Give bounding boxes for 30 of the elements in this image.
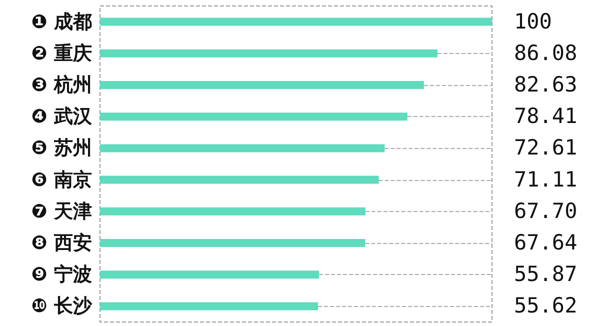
data-label: 86.08 <box>514 40 578 65</box>
bar <box>100 18 492 26</box>
bar <box>100 81 424 89</box>
y-tick-label: ❷ 重庆 <box>31 42 92 64</box>
data-label: 67.70 <box>514 198 578 223</box>
y-tick-label: ❺ 苏州 <box>31 137 92 160</box>
y-tick-label: ❸ 杭州 <box>31 74 92 96</box>
bar <box>100 302 318 310</box>
y-tick-label: ❿ 长沙 <box>31 295 93 318</box>
y-tick-label: ❼ 天津 <box>31 200 92 222</box>
bar <box>100 239 366 247</box>
data-label: 78.41 <box>514 104 578 128</box>
data-label: 67.64 <box>514 230 578 254</box>
bar <box>100 144 385 152</box>
y-tick-label: ❻ 南京 <box>31 168 92 191</box>
bar <box>100 49 438 58</box>
data-label: 55.87 <box>514 262 578 286</box>
data-label: 100 <box>514 9 552 34</box>
bar <box>100 270 320 279</box>
data-label: 71.11 <box>514 167 578 192</box>
data-label: 82.63 <box>514 72 578 96</box>
y-tick-label: ❾ 宁波 <box>31 264 92 286</box>
data-label: 72.61 <box>514 136 578 160</box>
y-tick-label: ❽ 西安 <box>31 232 92 254</box>
bar <box>100 176 379 184</box>
data-label: 55.62 <box>514 294 578 318</box>
y-tick-label: ❹ 武汉 <box>31 106 93 128</box>
y-tick-label: ❶ 成都 <box>31 10 92 33</box>
bar <box>100 207 366 216</box>
bar <box>100 112 408 121</box>
